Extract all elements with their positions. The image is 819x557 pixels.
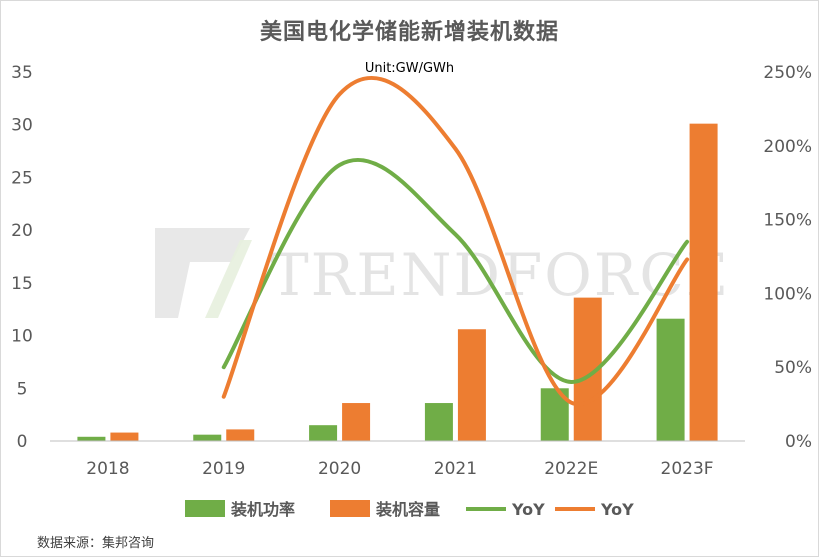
y-left-tick-label: 20 bbox=[11, 221, 33, 241]
yoy-line-power bbox=[221, 157, 690, 384]
watermark-logo-slash bbox=[205, 240, 252, 318]
legend-item-2: 装机容量 bbox=[330, 500, 440, 519]
y-left-tick-label: 35 bbox=[11, 63, 33, 83]
x-category-label: 2022E bbox=[544, 459, 598, 479]
x-category-label: 2021 bbox=[434, 459, 477, 479]
bar-capacity-2018 bbox=[110, 432, 139, 441]
x-category-label: 2018 bbox=[86, 459, 129, 479]
bar-power-2020 bbox=[309, 425, 338, 441]
y-left-tick-label: 30 bbox=[11, 116, 33, 136]
y-left-tick-label: 5 bbox=[17, 379, 28, 399]
chart-title: 美国电化学储能新增装机数据 bbox=[259, 20, 559, 45]
legend-label: YoY bbox=[511, 500, 545, 519]
bar-capacity-2021 bbox=[457, 329, 486, 441]
y-left-tick-label: 10 bbox=[11, 327, 33, 347]
y-left-tick-label: 15 bbox=[11, 274, 33, 294]
y-left-tick-label: 25 bbox=[11, 168, 33, 188]
x-category-label: 2019 bbox=[202, 459, 245, 479]
yoy-line-capacity bbox=[221, 75, 690, 407]
legend-label: YoY bbox=[600, 500, 634, 519]
bar-capacity-2020 bbox=[342, 403, 371, 441]
y-right-tick-label: 150% bbox=[763, 211, 812, 231]
legend-swatch bbox=[330, 500, 370, 517]
y-right-tick-label: 100% bbox=[763, 284, 812, 304]
y-right-tick-label: 50% bbox=[774, 358, 812, 378]
y-right-tick-label: 0% bbox=[785, 432, 812, 452]
source-note: 数据来源：集邦咨询 bbox=[37, 536, 155, 551]
legend-item-3: YoY bbox=[466, 500, 545, 519]
x-category-label: 2020 bbox=[318, 459, 361, 479]
watermark-logo-mark bbox=[155, 228, 250, 318]
legend-label: 装机功率 bbox=[230, 500, 295, 519]
bar-capacity-2023F bbox=[689, 123, 718, 441]
legend-item-1: 装机功率 bbox=[185, 500, 295, 519]
unit-label: Unit:GW/GWh bbox=[364, 61, 455, 76]
y-left-tick-label: 0 bbox=[17, 432, 28, 452]
bar-power-2023F bbox=[656, 318, 685, 441]
bar-capacity-2019 bbox=[226, 429, 255, 441]
y-right-tick-label: 250% bbox=[763, 63, 812, 83]
trendforce-watermark: TRENDFORCE bbox=[155, 228, 728, 318]
bar-power-2019 bbox=[193, 434, 222, 441]
x-category-label: 2023F bbox=[661, 459, 714, 479]
legend-item-4: YoY bbox=[555, 500, 634, 519]
bar-power-2021 bbox=[424, 403, 453, 441]
legend-swatch bbox=[185, 500, 225, 517]
legend-label: 装机容量 bbox=[375, 500, 440, 519]
bar-power-2018 bbox=[77, 436, 106, 441]
y-right-tick-label: 200% bbox=[763, 137, 812, 157]
